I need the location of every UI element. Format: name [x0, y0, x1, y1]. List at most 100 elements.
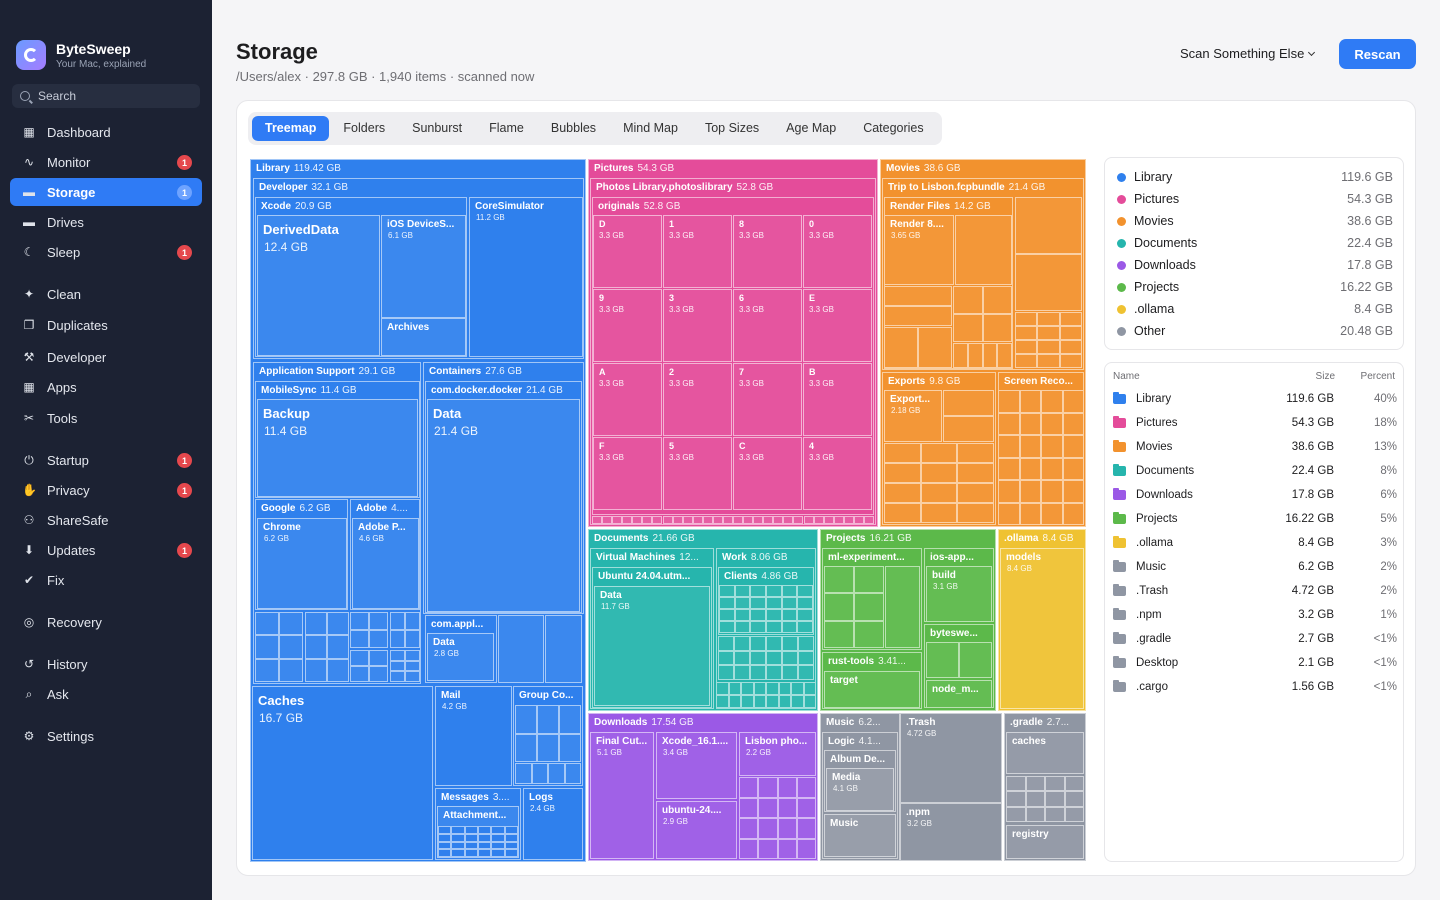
tile-photo-folder[interactable]: 9 3.3 GB [593, 289, 662, 362]
tile-xcode-16[interactable]: Xcode_16.1.... 3.4 GB [656, 732, 737, 799]
tile-small[interactable] [766, 585, 782, 597]
tile-small[interactable] [1019, 502, 1041, 525]
tile-small[interactable] [967, 343, 983, 368]
tile-small[interactable] [920, 443, 958, 463]
tile-small[interactable] [959, 642, 992, 678]
tile-small[interactable] [548, 763, 565, 784]
tile-small[interactable] [1062, 435, 1084, 458]
tile-small[interactable] [1037, 312, 1060, 326]
legend-item-ollama[interactable]: .ollama 8.4 GB [1117, 299, 1393, 319]
sidebar-item-apps[interactable]: ▦ Apps [10, 373, 202, 401]
table-row[interactable]: Desktop 2.1 GB <1% [1113, 651, 1397, 675]
tile-small[interactable] [918, 327, 952, 368]
sidebar-item-dashboard[interactable]: ▦ Dashboard [10, 118, 202, 146]
table-row[interactable]: Documents 22.4 GB 8% [1113, 459, 1397, 483]
tile-small[interactable] [1037, 354, 1060, 368]
tile-small[interactable] [739, 777, 759, 798]
tile-small[interactable] [758, 797, 778, 818]
tile-small[interactable] [718, 650, 734, 666]
tile-small[interactable] [796, 818, 816, 839]
table-row[interactable]: Projects 16.22 GB 5% [1113, 507, 1397, 531]
tile-small[interactable] [741, 682, 754, 695]
tile-music-sub[interactable]: Music [824, 814, 896, 857]
tile-small[interactable] [953, 343, 968, 368]
tile-small[interactable] [255, 635, 279, 659]
legend-item-other[interactable]: Other 20.48 GB [1117, 321, 1393, 341]
tile-small[interactable] [997, 343, 1012, 368]
tile-models[interactable]: models 8.4 GB [1000, 548, 1084, 709]
tab-top-sizes[interactable]: Top Sizes [704, 121, 760, 135]
tile-photo-folder[interactable]: C 3.3 GB [733, 437, 802, 510]
legend-item-projects[interactable]: Projects 16.22 GB [1117, 277, 1393, 297]
tile-small[interactable] [803, 516, 814, 524]
col-header-percent[interactable]: Percent [1360, 371, 1395, 382]
tile-small[interactable] [1062, 480, 1084, 503]
tile-small[interactable] [369, 612, 388, 630]
tile-photo-folder[interactable]: 7 3.3 GB [733, 363, 802, 436]
tile-small[interactable] [1019, 457, 1041, 480]
tile-small[interactable] [438, 849, 452, 857]
tile-small[interactable] [884, 443, 921, 463]
tile-small[interactable] [853, 516, 864, 524]
tile-small[interactable] [750, 650, 766, 666]
tile-small[interactable] [702, 516, 713, 524]
tile-small[interactable] [791, 695, 804, 708]
tile-small[interactable] [1041, 502, 1063, 525]
tile-small[interactable] [982, 314, 1012, 342]
tile-small[interactable] [515, 705, 537, 734]
tile-small[interactable] [1015, 312, 1038, 326]
tile-small[interactable] [763, 516, 774, 524]
tile-small[interactable] [777, 797, 797, 818]
tile-small[interactable] [369, 650, 388, 666]
tile-small[interactable] [734, 597, 751, 609]
tile-small[interactable] [884, 306, 952, 326]
tile-small[interactable] [1041, 412, 1063, 435]
tile-small[interactable] [405, 650, 420, 661]
tile-small[interactable] [781, 597, 798, 609]
tile-photo-folder[interactable]: 8 3.3 GB [733, 215, 802, 288]
tile-small[interactable] [998, 435, 1020, 458]
tile-small[interactable] [777, 777, 797, 798]
tile-photo-folder[interactable]: A 3.3 GB [593, 363, 662, 436]
tile-small[interactable] [843, 516, 854, 524]
tile-small[interactable] [279, 612, 303, 636]
tile-small[interactable] [451, 833, 465, 842]
tile-small[interactable] [390, 630, 405, 648]
tile-small[interactable] [741, 695, 754, 708]
tile-small[interactable] [464, 841, 478, 850]
tile-small[interactable] [758, 818, 778, 839]
tile-small[interactable] [782, 665, 798, 680]
tile-small[interactable] [255, 612, 279, 636]
tile-small[interactable] [957, 463, 994, 483]
tile-small[interactable] [797, 621, 813, 633]
tile-small[interactable] [766, 650, 782, 666]
tile-small[interactable] [1062, 390, 1084, 413]
tile-small[interactable] [734, 636, 750, 651]
tile-small[interactable] [1015, 354, 1038, 368]
tile-small[interactable] [758, 838, 778, 859]
tile-small[interactable] [1041, 480, 1063, 503]
sidebar-item-developer[interactable]: ⚒ Developer [10, 343, 202, 371]
tab-age-map[interactable]: Age Map [786, 121, 837, 135]
tile-small[interactable] [390, 671, 405, 682]
table-row[interactable]: .npm 3.2 GB 1% [1113, 603, 1397, 627]
tile-small[interactable] [716, 682, 729, 695]
tile-small[interactable] [682, 516, 693, 524]
tab-sunburst[interactable]: Sunburst [412, 121, 463, 135]
tile-small[interactable] [451, 849, 465, 857]
tile-photo-folder[interactable]: 6 3.3 GB [733, 289, 802, 362]
tile-small[interactable] [766, 636, 782, 651]
tile-export[interactable]: Export... 2.18 GB [884, 390, 942, 442]
tile-small[interactable] [719, 585, 735, 597]
tile-small[interactable] [982, 343, 998, 368]
tile-small[interactable] [1064, 776, 1084, 792]
tile-small[interactable] [1025, 806, 1045, 822]
tile-small[interactable] [478, 841, 492, 850]
tile-small[interactable] [823, 516, 834, 524]
tile-small[interactable] [1064, 806, 1084, 822]
legend-item-documents[interactable]: Documents 22.4 GB [1117, 233, 1393, 253]
tile-small[interactable] [753, 682, 766, 695]
tile-small[interactable] [824, 593, 854, 621]
tile-photo-folder[interactable]: 3 3.3 GB [663, 289, 732, 362]
tile-com-appl-data[interactable]: Data 2.8 GB [427, 633, 494, 681]
